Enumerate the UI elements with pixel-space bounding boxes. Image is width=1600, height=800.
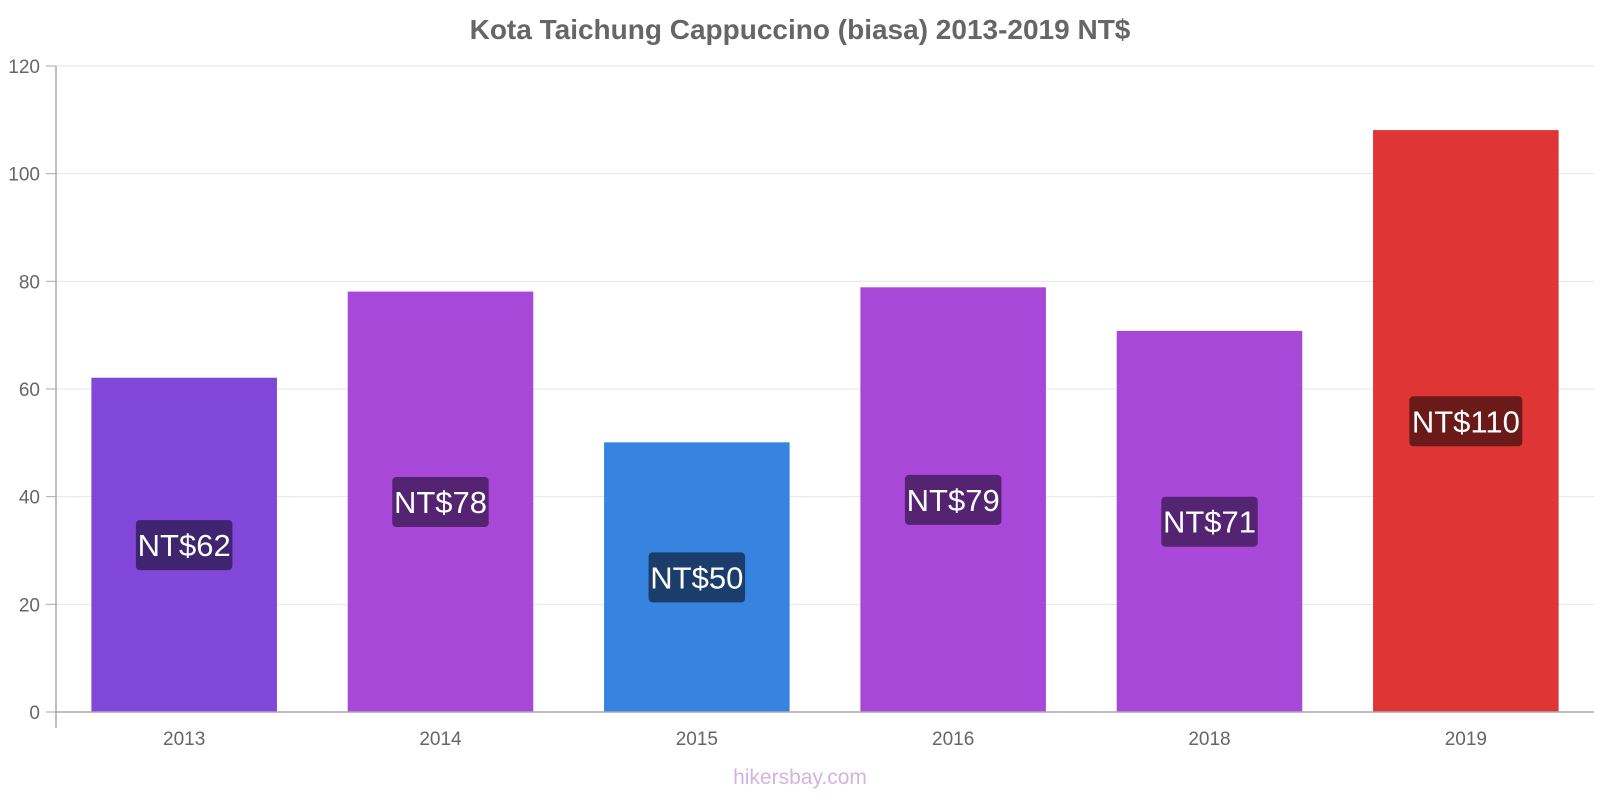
y-tick-label: 60 — [19, 380, 40, 401]
x-tick-label: 2013 — [163, 729, 205, 750]
x-tick-label: 2018 — [1188, 729, 1230, 750]
x-tick-label: 2014 — [419, 729, 462, 750]
bars — [91, 130, 1559, 713]
data-label: NT$62 — [138, 528, 231, 563]
y-tick-label: 20 — [19, 595, 40, 616]
data-label-box — [1409, 396, 1523, 447]
data-label: NT$50 — [650, 560, 743, 595]
y-tick-label: 120 — [8, 57, 40, 78]
y-tick-label: 0 — [29, 703, 40, 724]
data-label-box — [392, 477, 489, 528]
gridlines — [56, 65, 1594, 605]
chart-title: Kota Taichung Cappuccino (biasa) 2013-20… — [469, 14, 1131, 45]
x-tick-label: 2019 — [1445, 729, 1487, 750]
data-label: NT$79 — [907, 483, 1000, 518]
data-labels: NT$62 NT$78 NT$50 NT$79 NT$71 NT$110 — [135, 396, 1523, 603]
y-tick-label: 100 — [8, 165, 40, 186]
data-label-box — [1161, 496, 1258, 547]
x-tick-label: 2015 — [676, 729, 718, 750]
x-tick-label: 2016 — [932, 729, 974, 750]
data-label-box — [135, 520, 233, 571]
watermark: hikersbay.com — [733, 766, 867, 789]
data-label: NT$71 — [1163, 505, 1256, 540]
data-label: NT$78 — [394, 485, 487, 520]
y-tick-label: 40 — [19, 488, 40, 509]
data-label-box — [904, 474, 1002, 525]
y-tick-label: 80 — [19, 272, 40, 293]
data-label: NT$110 — [1412, 404, 1520, 439]
axes: 0 20 40 60 80 100 120 2013 2014 2015 2016 2018 2019 — [8, 57, 1594, 750]
data-label-box — [648, 552, 746, 603]
